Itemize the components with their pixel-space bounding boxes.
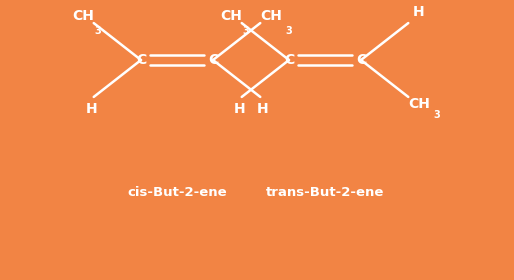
Text: CH: CH <box>408 97 430 111</box>
Text: cis-But-2-ene: cis-But-2-ene <box>127 186 227 199</box>
Text: CH: CH <box>220 9 242 23</box>
Text: CH: CH <box>72 9 94 23</box>
Text: C: C <box>284 53 294 67</box>
Text: trans-But-2-ene: trans-But-2-ene <box>266 186 384 199</box>
Text: H: H <box>256 102 268 116</box>
Text: C: C <box>136 53 146 67</box>
Text: C: C <box>208 53 218 67</box>
Text: H: H <box>86 102 98 116</box>
Text: CH: CH <box>260 9 282 23</box>
Text: H: H <box>412 5 424 19</box>
Text: C: C <box>356 53 366 67</box>
Text: H: H <box>234 102 246 116</box>
Text: 3: 3 <box>285 26 292 36</box>
Text: 3: 3 <box>433 110 440 120</box>
Text: 3: 3 <box>95 26 101 36</box>
Text: 3: 3 <box>243 26 249 36</box>
